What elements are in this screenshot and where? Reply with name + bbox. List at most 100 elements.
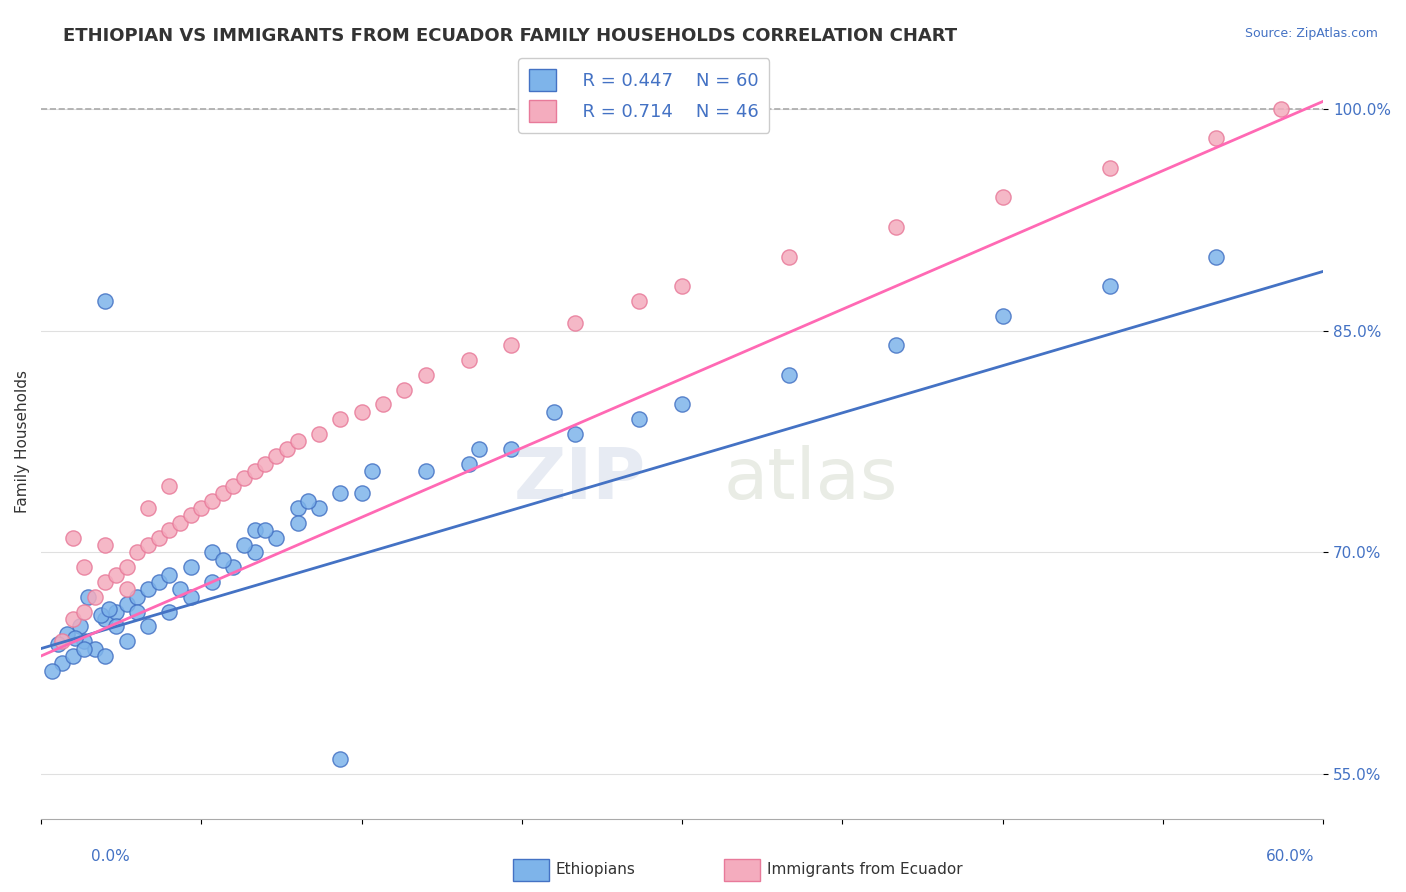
Point [457,353,479,368]
Point [991,190,1014,204]
Point [136,538,159,552]
Point [1205,250,1227,264]
Point [254,457,277,471]
Point [94,538,117,552]
Point [169,582,191,597]
Point [115,634,138,648]
Point [361,464,384,478]
Point [671,279,693,293]
Point [297,493,319,508]
Point [94,648,117,663]
Point [77,590,100,604]
Point [115,560,138,574]
Point [62,531,84,545]
Point [564,427,586,442]
Point [148,531,170,545]
Point [287,434,309,449]
Point [169,516,191,530]
Text: ZIP: ZIP [513,445,645,514]
Point [115,582,138,597]
Point [671,397,693,411]
Point [329,752,352,766]
Text: atlas: atlas [723,445,897,514]
Point [73,605,96,619]
Point [90,607,112,622]
Point [104,619,127,633]
Point [211,553,233,567]
Point [69,619,91,633]
Point [222,560,245,574]
Point [136,582,159,597]
Point [243,523,266,537]
Point [1098,161,1121,175]
Point [371,397,394,411]
Point [543,405,565,419]
Point [62,648,84,663]
Point [276,442,298,456]
Point [264,531,287,545]
Point [157,479,180,493]
Point [287,501,309,516]
Point [778,368,800,382]
Point [190,501,212,516]
Point [243,464,266,478]
Point [127,545,149,559]
Point [94,612,117,626]
Point [501,442,523,456]
Point [350,486,373,500]
Legend:   R = 0.447    N = 60,   R = 0.714    N = 46: R = 0.447 N = 60, R = 0.714 N = 46 [519,58,769,133]
Point [350,405,373,419]
Point [264,449,287,463]
Point [329,486,352,500]
Point [201,574,224,589]
Point [94,293,117,308]
Point [628,293,651,308]
Point [233,538,256,552]
Point [501,338,523,352]
Point [127,605,149,619]
Point [180,560,202,574]
Point [468,442,491,456]
Point [308,427,330,442]
Point [127,590,149,604]
Point [628,412,651,426]
Point [287,516,309,530]
Text: Immigrants from Ecuador: Immigrants from Ecuador [766,863,962,877]
Point [104,567,127,582]
Text: 60.0%: 60.0% [1267,849,1315,864]
Text: ETHIOPIAN VS IMMIGRANTS FROM ECUADOR FAMILY HOUSEHOLDS CORRELATION CHART: ETHIOPIAN VS IMMIGRANTS FROM ECUADOR FAM… [63,27,957,45]
Point [46,637,69,651]
Point [415,368,437,382]
Point [148,574,170,589]
Point [222,479,245,493]
Point [201,493,224,508]
Point [157,567,180,582]
Point [394,383,416,397]
Point [415,464,437,478]
Point [51,634,73,648]
Point [41,664,63,678]
Point [136,619,159,633]
Point [157,605,180,619]
Point [201,545,224,559]
Point [778,250,800,264]
Point [1098,279,1121,293]
Y-axis label: Family Households: Family Households [15,370,30,513]
Point [73,634,96,648]
Point [73,560,96,574]
Point [73,641,96,656]
Point [254,523,277,537]
Point [1205,131,1227,145]
Text: Source: ZipAtlas.com: Source: ZipAtlas.com [1244,27,1378,40]
Point [94,574,117,589]
Point [83,641,105,656]
Point [457,457,479,471]
Point [1270,102,1292,116]
Point [157,523,180,537]
Point [211,486,233,500]
Point [243,545,266,559]
Text: Ethiopians: Ethiopians [555,863,636,877]
Point [564,316,586,330]
Point [104,605,127,619]
Point [180,590,202,604]
